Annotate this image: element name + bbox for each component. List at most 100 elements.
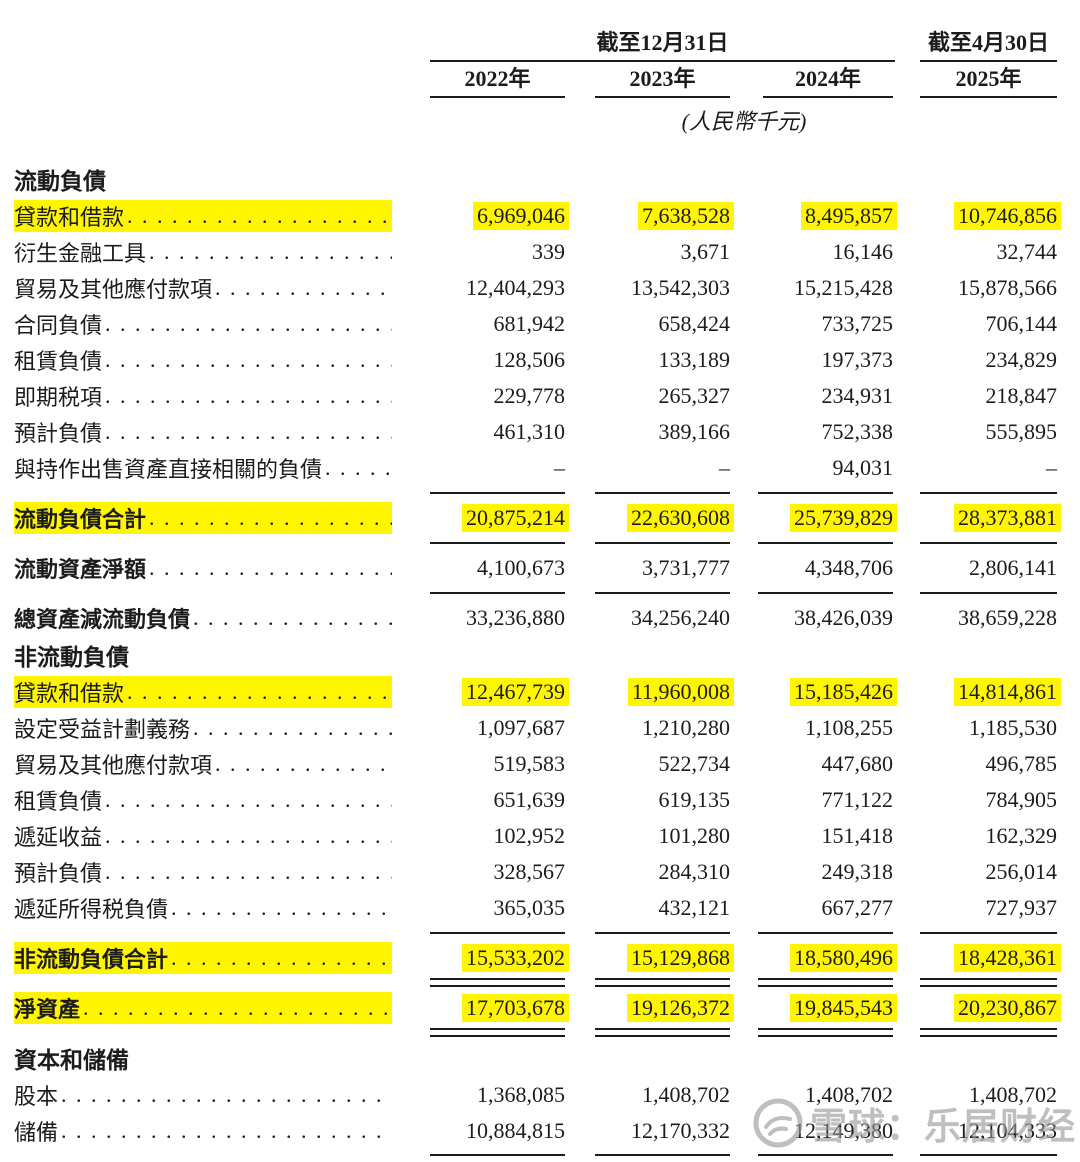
highlighted-label: 貸款和借款 xyxy=(14,200,392,232)
value-cell: 265,327 xyxy=(565,383,731,409)
cell-value: 218,847 xyxy=(985,383,1058,408)
label-wrap: 預計負債 xyxy=(14,856,392,888)
value-cell: 10,746,856 xyxy=(893,202,1061,230)
value-cell: 256,014 xyxy=(893,859,1058,885)
cell-value: 102,952 xyxy=(493,823,566,848)
dot-leader xyxy=(149,239,392,265)
rule-line xyxy=(758,931,893,934)
dot-leader xyxy=(61,1118,392,1144)
row-label: 貿易及其他應付款項 xyxy=(14,753,213,778)
label-wrap: 遞延所得税負債 xyxy=(14,892,392,924)
table-row: 貿易及其他應付款項 12,404,293 13,542,303 15,215,428 1… xyxy=(0,270,1080,306)
value-cell: 3,671 xyxy=(565,239,731,265)
table-row: 設定受益計劃義務 1,097,687 1,210,280 1,108,255 1,185… xyxy=(0,710,1080,746)
rule-line xyxy=(595,1153,730,1156)
value-cell: 15,129,868 xyxy=(565,943,734,972)
label-wrap: 資本和儲備 xyxy=(14,1041,392,1075)
cell-value: 197,373 xyxy=(821,347,894,372)
value-cell: 496,785 xyxy=(893,751,1058,777)
cell-value: 3,671 xyxy=(680,239,731,264)
cell-value: 15,129,868 xyxy=(627,943,734,972)
row-label-cell: 設定受益計劃義務 xyxy=(0,712,416,744)
cell-value: 284,310 xyxy=(658,859,731,884)
dot-leader xyxy=(61,1082,392,1108)
cell-value: 38,426,039 xyxy=(794,604,893,630)
value-cell: 101,280 xyxy=(565,823,731,849)
cell-value: 771,122 xyxy=(821,787,894,812)
dot-leader xyxy=(127,679,392,705)
dot-leader xyxy=(193,715,392,741)
rule-cell xyxy=(416,591,565,594)
value-cell: 752,338 xyxy=(730,419,894,445)
value-cell: 20,875,214 xyxy=(416,503,569,532)
single-rule-row xyxy=(0,926,1080,939)
row-label-cell: 即期税項 xyxy=(0,380,416,412)
rule-cell xyxy=(730,931,893,934)
label-wrap: 貿易及其他應付款項 xyxy=(14,748,392,780)
cell-value: 19,845,543 xyxy=(790,993,897,1022)
rule-line xyxy=(920,931,1057,934)
row-label-cell: 遞延收益 xyxy=(0,820,416,852)
dot-leader xyxy=(171,895,392,921)
cell-value: 4,100,673 xyxy=(477,554,565,580)
row-label: 貸款和借款 xyxy=(14,205,125,230)
rule-line xyxy=(595,978,730,987)
dot-leader xyxy=(105,859,392,885)
rule-line xyxy=(758,1153,893,1156)
rule-cell xyxy=(565,931,730,934)
row-label: 股本 xyxy=(14,1084,59,1109)
row-label: 租賃負債 xyxy=(14,789,103,814)
rule-line xyxy=(920,591,1057,594)
row-label-cell: 非流動負債 xyxy=(0,638,416,672)
label-wrap: 合同負債 xyxy=(14,308,392,340)
table-row: 儲備 10,884,815 12,170,332 12,149,380 12,104,3… xyxy=(0,1113,1080,1149)
value-cell: 162,329 xyxy=(893,823,1058,849)
value-cell: 32,744 xyxy=(893,239,1058,265)
row-label-cell: 流動負債合計 xyxy=(0,501,416,534)
cell-value: 234,829 xyxy=(985,347,1058,372)
cell-value: 389,166 xyxy=(658,419,731,444)
row-label-cell: 非流動負債合計 xyxy=(0,941,416,974)
cell-value: 1,408,702 xyxy=(969,1082,1057,1107)
row-label-cell: 遞延所得税負債 xyxy=(0,892,416,924)
cell-value: 15,185,426 xyxy=(790,678,897,706)
row-label-cell: 股本 xyxy=(0,1079,416,1111)
period-group-dec31: 截至12月31日 xyxy=(430,28,895,62)
value-cell: 706,144 xyxy=(893,311,1058,337)
value-cell: 15,533,202 xyxy=(416,943,569,972)
rule-cell xyxy=(893,931,1057,934)
rule-cell xyxy=(565,978,730,987)
highlighted-label: 淨資產 xyxy=(14,991,392,1024)
label-wrap: 遞延收益 xyxy=(14,820,392,852)
cell-value: 1,408,702 xyxy=(805,1082,893,1107)
value-cell: 432,121 xyxy=(565,895,731,921)
value-cell: 1,408,702 xyxy=(730,1082,893,1108)
row-label-cell: 租賃負債 xyxy=(0,344,416,376)
row-label: 淨資產 xyxy=(14,996,81,1022)
value-cell: 1,097,687 xyxy=(416,715,565,741)
cell-value: 519,583 xyxy=(493,751,566,776)
label-wrap: 租賃負債 xyxy=(14,784,392,816)
cell-value: 3,731,777 xyxy=(642,554,730,580)
label-wrap: 即期税項 xyxy=(14,380,392,412)
rule-line xyxy=(758,541,893,544)
rule-line xyxy=(430,491,565,494)
section-header-row: 非流動負債 xyxy=(0,636,1080,674)
value-cell: 365,035 xyxy=(416,895,566,921)
row-label: 租賃負債 xyxy=(14,349,103,374)
rule-cell xyxy=(893,591,1057,594)
dot-leader xyxy=(127,203,392,229)
value-cell: – xyxy=(893,455,1057,481)
value-cell: 19,845,543 xyxy=(730,993,897,1022)
value-cell: 619,135 xyxy=(565,787,731,813)
row-label-cell: 儲備 xyxy=(0,1115,416,1147)
table-row: 非流動負債合計 15,533,202 15,129,868 18,580,496 18,… xyxy=(0,939,1080,976)
table-row: 預計負債 328,567 284,310 249,318 256,014 xyxy=(0,854,1080,890)
table-row: 預計負債 461,310 389,166 752,338 555,895 xyxy=(0,414,1080,450)
cell-value: 8,495,857 xyxy=(801,202,897,230)
rule-line xyxy=(430,931,565,934)
row-label: 流動負債 xyxy=(14,169,106,194)
cell-value: 151,418 xyxy=(821,823,894,848)
row-label: 衍生金融工具 xyxy=(14,241,147,266)
row-label: 流動資產淨額 xyxy=(14,556,147,582)
